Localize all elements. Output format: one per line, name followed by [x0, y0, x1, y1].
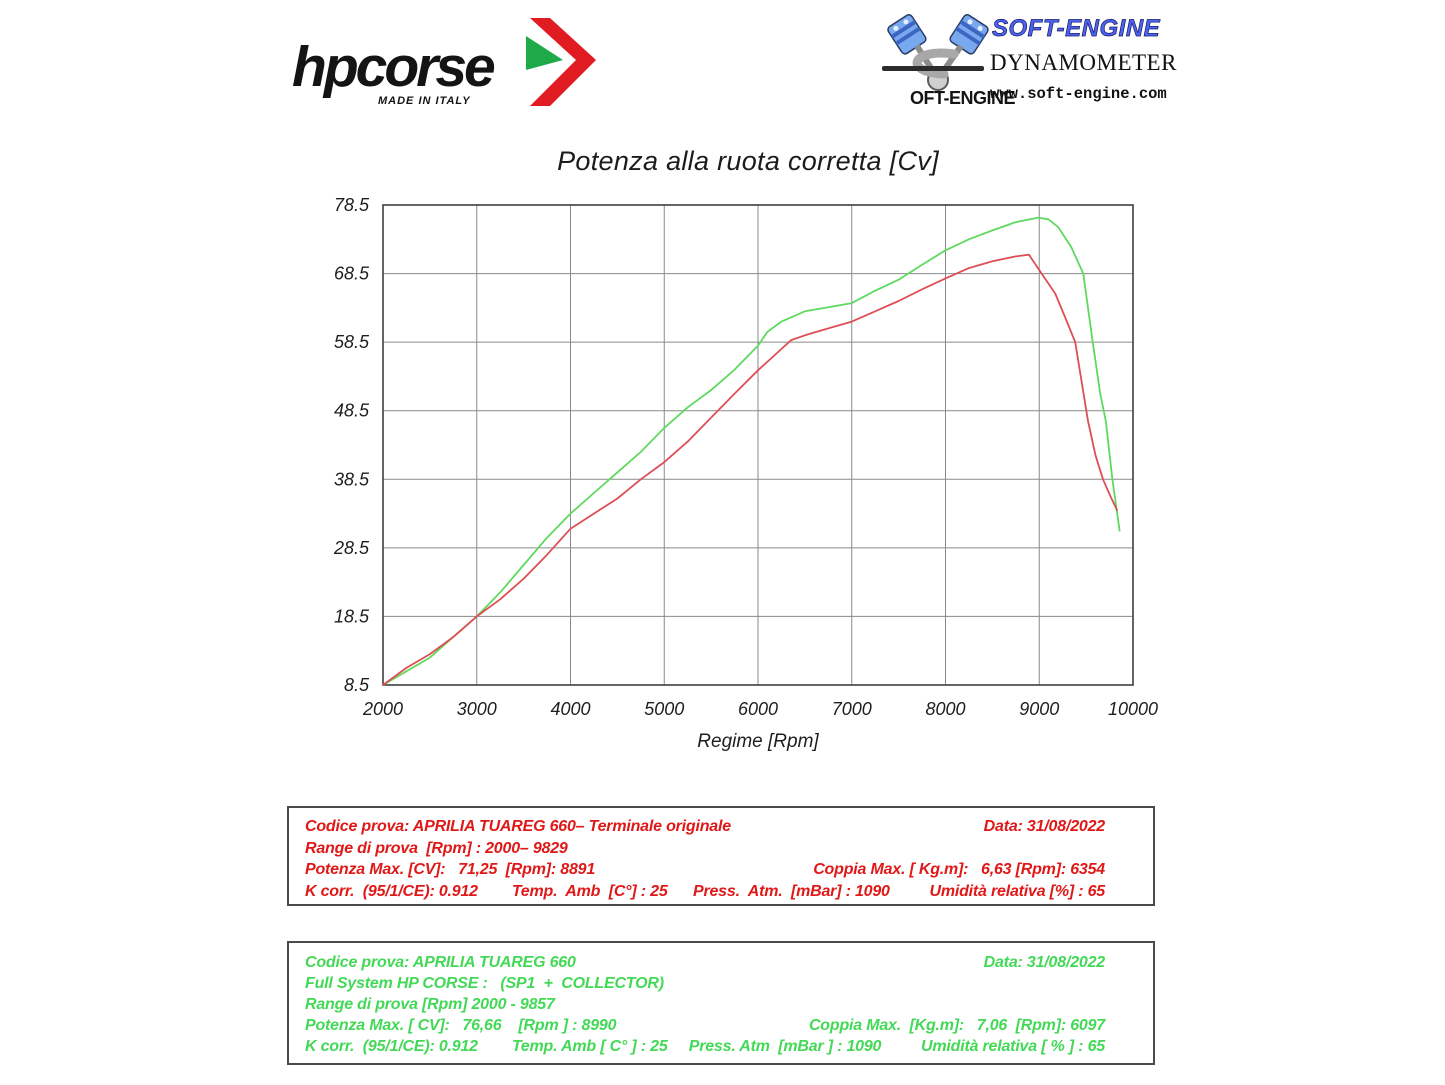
softengine-logo-text: OFT-ENGINE [910, 88, 1015, 108]
hpcorse-arrow-icon [526, 18, 596, 106]
power-chart: 8.5 18.5 28.5 38.5 48.5 58.5 68.5 78.5 2000 3000 4… [333, 195, 1158, 752]
full-system-label: Full System HP CORSE : (SP1 + COLLECTOR) [305, 975, 664, 992]
power-curve-original [382, 253, 1118, 686]
y-tick-label: 48.5 [334, 401, 370, 421]
x-tick-label: 3000 [457, 699, 497, 719]
umidita-hpcorse: Umidità relativa [ % ] : 65 [921, 1038, 1105, 1055]
data-date-hpcorse: Data: 31/08/2022 [983, 954, 1106, 971]
conditions-original: K corr. (95/1/CE): 0.912 Temp. Amb [C°] … [305, 882, 890, 900]
hpcorse-logo: hpcorse MADE IN ITALY [292, 18, 596, 107]
box-row: Codice prova: APRILIA TUAREG 660 Data: 3… [289, 952, 1153, 973]
power-curve-hpcorse [382, 216, 1121, 686]
hpcorse-wordmark: hpcorse [292, 35, 495, 99]
y-tick-label: 18.5 [334, 606, 370, 626]
x-tick-label: 9000 [1019, 699, 1059, 719]
range-prova-original: Range di prova [Rpm] : 2000– 9829 [305, 839, 568, 857]
box-row: Range di prova [Rpm] : 2000– 9829 [289, 838, 1153, 860]
x-tick-label: 2000 [362, 699, 403, 719]
x-tick-label: 7000 [832, 699, 872, 719]
codice-prova-original: Codice prova: APRILIA TUAREG 660– Termin… [305, 818, 731, 835]
y-tick-label: 8.5 [344, 675, 370, 695]
coppia-max-hpcorse: Coppia Max. [Kg.m]: 7,06 [Rpm]: 6097 [808, 1017, 1105, 1034]
softengine-logo: OFT-ENGINE SOFT-ENGINE DYNAMOMETERS www.… [882, 14, 1177, 108]
chart-title: Potenza alla ruota corretta [Cv] [557, 146, 939, 176]
conditions-hpcorse: K corr. (95/1/CE): 0.912 Temp. Amb [ C° … [305, 1038, 882, 1055]
range-prova-hpcorse: Range di prova [Rpm] 2000 - 9857 [305, 996, 555, 1013]
potenza-max-original: Potenza Max. [CV]: 71,25 [Rpm]: 8891 [305, 861, 596, 878]
box-row: Potenza Max. [ CV]: 76,66 [Rpm ] : 8990 … [289, 1015, 1153, 1036]
box-row: Potenza Max. [CV]: 71,25 [Rpm]: 8891 Cop… [289, 859, 1153, 881]
x-tick-label: 10000 [1108, 699, 1158, 719]
potenza-max-hpcorse: Potenza Max. [ CV]: 76,66 [Rpm ] : 8990 [305, 1017, 617, 1034]
plot-border [382, 204, 1134, 686]
test-data-box-original: Codice prova: APRILIA TUAREG 660– Termin… [287, 806, 1155, 906]
y-tick-label: 68.5 [334, 264, 370, 284]
codice-prova-hpcorse: Codice prova: APRILIA TUAREG 660 [305, 954, 576, 971]
coppia-max-original: Coppia Max. [ Kg.m]: 6,63 [Rpm]: 6354 [813, 861, 1105, 878]
y-tick-label: 38.5 [334, 469, 370, 489]
x-tick-label: 5000 [644, 699, 684, 719]
y-tick-label: 28.5 [333, 538, 370, 558]
hpcorse-tagline: MADE IN ITALY [378, 95, 471, 107]
box-row: K corr. (95/1/CE): 0.912 Temp. Amb [C°] … [289, 881, 1153, 903]
box-row: Full System HP CORSE : (SP1 + COLLECTOR) [289, 973, 1153, 994]
test-data-box-hpcorse: Codice prova: APRILIA TUAREG 660 Data: 3… [287, 941, 1155, 1065]
softengine-website: www.soft-engine.com [990, 85, 1167, 103]
softengine-brand: SOFT-ENGINE [992, 15, 1161, 42]
softengine-s-mark [882, 48, 984, 79]
box-row: K corr. (95/1/CE): 0.912 Temp. Amb [ C° … [289, 1036, 1153, 1057]
x-axis-label: Regime [Rpm] [697, 731, 819, 752]
box-row: Codice prova: APRILIA TUAREG 660– Termin… [289, 816, 1153, 838]
x-tick-label: 6000 [738, 699, 778, 719]
umidita-original: Umidità relativa [%] : 65 [929, 882, 1105, 900]
box-row: Range di prova [Rpm] 2000 - 9857 [289, 994, 1153, 1015]
x-tick-label: 8000 [925, 699, 965, 719]
x-tick-label: 4000 [550, 699, 590, 719]
y-tick-label: 58.5 [334, 332, 370, 352]
data-date-original: Data: 31/08/2022 [983, 818, 1106, 835]
softengine-subtitle: DYNAMOMETERS [990, 50, 1177, 75]
y-tick-label: 78.5 [334, 195, 370, 215]
